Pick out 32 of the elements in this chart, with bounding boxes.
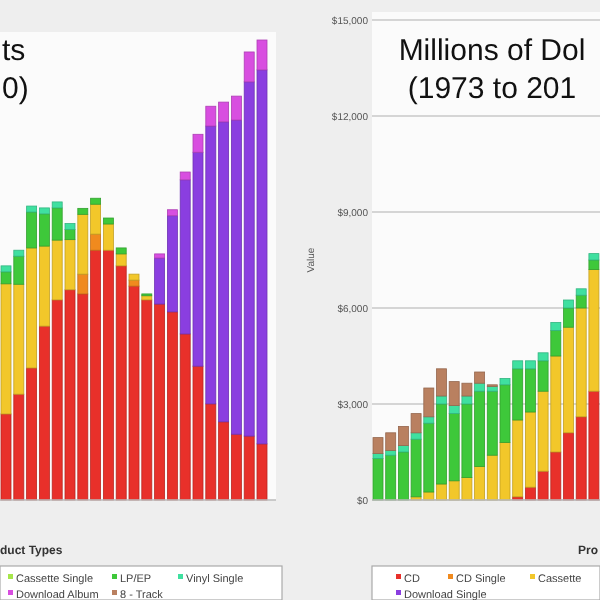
bar xyxy=(550,330,562,357)
bar xyxy=(115,247,127,255)
bar xyxy=(128,273,140,281)
bar xyxy=(588,259,600,270)
bar xyxy=(550,322,562,331)
bar xyxy=(0,265,12,273)
bar xyxy=(575,294,587,309)
chart-title: ts 0) xyxy=(2,34,29,106)
bar xyxy=(423,416,435,424)
bar xyxy=(192,133,204,153)
bar xyxy=(499,378,511,386)
bar xyxy=(13,249,25,257)
bar xyxy=(90,197,101,205)
bar xyxy=(64,223,76,230)
bar xyxy=(128,279,140,287)
bar xyxy=(154,253,165,259)
bar xyxy=(588,253,600,261)
bar xyxy=(77,207,89,215)
bar xyxy=(575,288,587,296)
bar xyxy=(563,307,574,328)
bar xyxy=(103,217,114,225)
bar xyxy=(563,299,574,309)
bar xyxy=(410,432,422,440)
bar xyxy=(461,395,473,405)
bar xyxy=(115,253,127,267)
bar xyxy=(77,273,89,295)
bar xyxy=(167,209,178,217)
bar xyxy=(90,233,101,251)
bar xyxy=(436,395,447,405)
text: Millions of Dol (1973 to 201 xyxy=(398,34,586,106)
bar xyxy=(448,405,460,414)
bar xyxy=(179,171,191,181)
